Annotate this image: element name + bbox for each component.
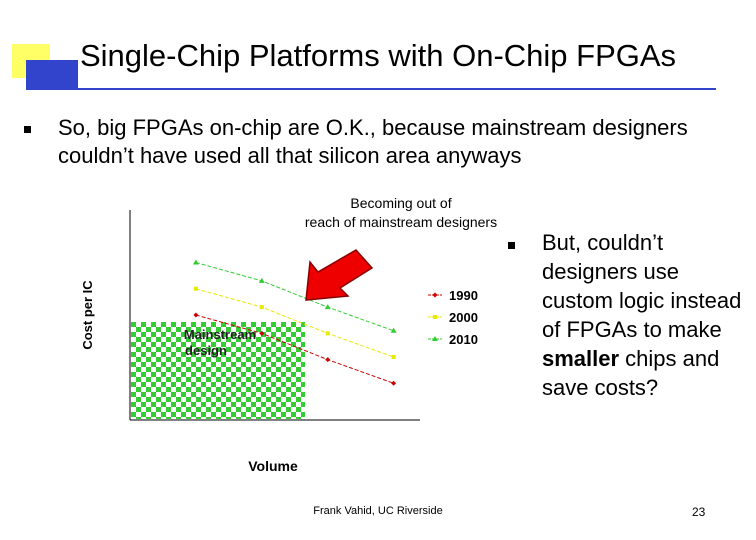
series-line-1990 — [195, 314, 394, 384]
bullet-marker — [508, 242, 515, 249]
data-point-1990-1 — [193, 312, 199, 318]
legend-marker-2010 — [432, 336, 438, 341]
bullet-text-question-part1: But, couldn’t designers use custom logic… — [542, 230, 742, 342]
arrow-annotation-line1: Becoming out of — [350, 195, 451, 211]
bullet-text-question: But, couldn’t designers use custom logic… — [542, 228, 752, 402]
data-point-2000-1 — [193, 286, 198, 291]
series-line-2010 — [195, 262, 394, 332]
legend-marker-2000 — [433, 315, 437, 319]
page-number: 23 — [692, 505, 706, 519]
arrow-annotation-label: Becoming out of reach of mainstream desig… — [305, 195, 497, 230]
data-point-1990-4 — [391, 380, 397, 386]
red-pointer-arrow — [305, 249, 374, 301]
data-point-2010-1 — [192, 259, 199, 265]
mainstream-design-label: Mainstream design — [184, 327, 256, 358]
x-axis-label: Volume — [248, 458, 298, 474]
data-point-2010-3 — [324, 304, 331, 310]
data-point-1990-3 — [325, 357, 331, 363]
data-point-2000-4 — [391, 355, 396, 359]
data-point-2000-3 — [325, 331, 330, 336]
arrow-annotation-line2: reach of mainstream designers — [305, 214, 497, 230]
cost-volume-chart: Cost per IC Volume Mainstream design Becomin… — [80, 195, 497, 474]
title-underline — [26, 88, 716, 90]
bullet-text-question-part2: chips and save costs? — [542, 346, 720, 400]
mainstream-design-label-line2: design — [185, 343, 227, 358]
y-axis-label: Cost per IC — [80, 280, 95, 350]
mainstream-design-label-line1: Mainstream — [184, 327, 256, 342]
data-point-2010-2 — [258, 277, 265, 283]
legend-label-1990: 1990 — [449, 288, 478, 303]
mainstream-design-region — [131, 322, 305, 419]
bullet-text-main: So, big FPGAs on-chip are O.K., because … — [58, 115, 688, 168]
legend-marker-1990 — [432, 292, 438, 298]
bullet-marker — [24, 126, 31, 133]
footer-text: Frank Vahid, UC Riverside — [313, 505, 443, 517]
data-point-2000-2 — [259, 305, 264, 310]
data-point-2010-4 — [390, 327, 397, 333]
bullet-text-question-bold: smaller — [542, 346, 620, 371]
legend-label-2000: 2000 — [449, 310, 478, 325]
series-line-2000 — [195, 288, 394, 358]
slide-title: Single-Chip Platforms with On-Chip FPGAs — [79, 38, 677, 73]
title-decoration-blue — [26, 60, 78, 90]
legend-label-2010: 2010 — [449, 332, 478, 347]
data-point-1990-2 — [259, 330, 265, 336]
